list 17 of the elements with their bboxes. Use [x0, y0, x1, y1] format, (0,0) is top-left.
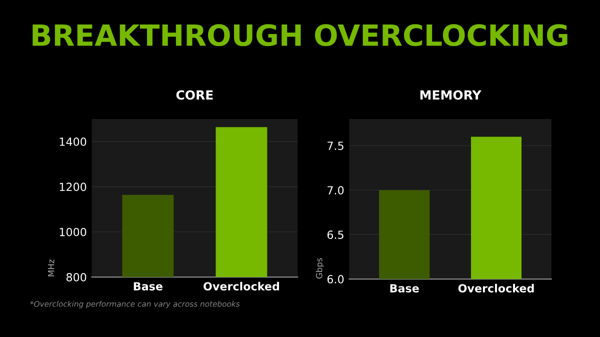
y-tick-label: 1200: [60, 182, 86, 192]
chart-title: BREAKTHROUGH OVERCLOCKING: [32, 24, 568, 46]
y-tick-label: 7.0: [328, 186, 344, 194]
chart-title: MEMORY: [420, 90, 482, 100]
y-tick-label: 1400: [60, 138, 86, 146]
x-tick-label: Overclocked: [204, 282, 279, 290]
y-tick-label: 6.0: [327, 275, 344, 284]
x-tick-label: Overclocked: [458, 284, 534, 292]
y-tick-label: 7.5: [328, 142, 344, 150]
x-tick-label: Base: [390, 284, 419, 292]
y-tick-label: 1000: [60, 228, 86, 236]
x-tick-label: Base: [134, 282, 162, 290]
chart-subtitle: CORE: [176, 90, 213, 100]
y-tick-label: 800: [66, 272, 86, 282]
y-axis-title: Gbps: [316, 258, 324, 279]
y-tick-label: 6.5: [327, 230, 344, 239]
y-axis-title: MHz: [48, 260, 54, 276]
